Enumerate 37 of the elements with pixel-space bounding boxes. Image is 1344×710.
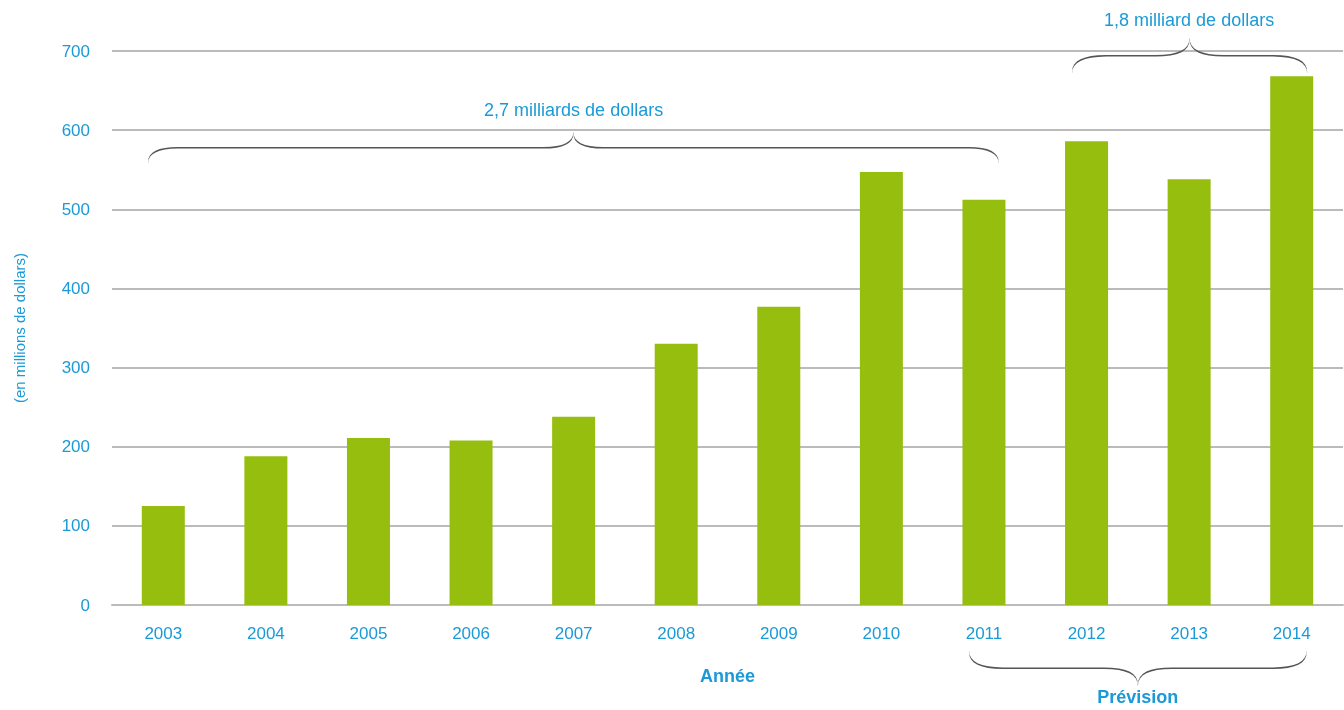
y-tick-label: 700	[61, 41, 90, 61]
y-tick-label: 200	[61, 437, 90, 457]
bar	[1167, 179, 1211, 605]
x-tick-label: 2004	[246, 624, 285, 643]
bar	[962, 199, 1006, 605]
x-tick-label: 2013	[1170, 624, 1209, 643]
y-tick-label: 500	[61, 199, 90, 219]
x-tick-label: 2007	[554, 624, 593, 643]
bar	[1270, 76, 1314, 605]
bar	[654, 343, 698, 605]
x-tick-label: 2012	[1067, 624, 1106, 643]
y-tick-label: 400	[61, 278, 90, 298]
y-tick-label: 600	[61, 120, 90, 140]
bar	[552, 416, 596, 605]
annotation: 2,7 milliards de dollars	[483, 100, 665, 121]
x-axis-title: Année	[699, 666, 756, 686]
bar	[1065, 141, 1109, 605]
y-axis-title: (en millions de dollars)	[11, 252, 28, 404]
x-tick-label: 2009	[759, 624, 798, 643]
bar	[141, 506, 185, 605]
text: 1,8 milliard de dollars	[1103, 10, 1276, 31]
text: Prévision	[1096, 687, 1180, 708]
x-tick-label: 2005	[349, 624, 388, 643]
bar	[244, 456, 288, 605]
y-tick-label: 100	[61, 516, 90, 536]
bar	[757, 306, 801, 605]
x-tick-label: 2010	[862, 624, 901, 643]
y-tick-label: 0	[80, 595, 90, 615]
y-tick-label: 300	[61, 358, 90, 378]
x-tick-label: 2008	[657, 624, 696, 643]
x-tick-label: 2014	[1272, 624, 1311, 643]
bar	[449, 440, 493, 605]
x-tick-label: 2006	[452, 624, 490, 643]
bar	[859, 172, 903, 605]
bar	[346, 438, 390, 605]
x-tick-label: 2011	[965, 624, 1003, 643]
x-tick-label: 2003	[144, 624, 183, 643]
